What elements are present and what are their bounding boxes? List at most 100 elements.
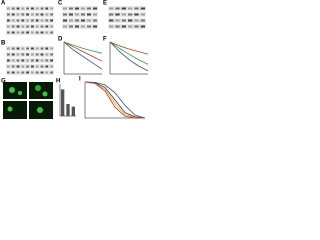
band	[35, 25, 39, 28]
band	[31, 25, 34, 28]
band	[11, 25, 15, 28]
band	[7, 53, 10, 56]
band	[40, 25, 44, 28]
series-line	[109, 41, 149, 65]
band	[7, 31, 10, 34]
band	[115, 25, 120, 28]
band	[35, 71, 39, 74]
blot-strip	[6, 64, 54, 69]
panel-label: I	[79, 77, 81, 83]
series-line	[63, 41, 103, 70]
blot-strip	[6, 70, 54, 75]
panel-label: D	[58, 37, 63, 43]
cell	[18, 91, 22, 95]
band	[140, 13, 145, 16]
band	[63, 19, 67, 22]
band	[121, 25, 126, 28]
band	[50, 31, 53, 34]
band	[7, 13, 10, 16]
band	[7, 25, 10, 28]
band	[21, 53, 25, 56]
band	[121, 19, 126, 22]
band	[11, 19, 15, 22]
band	[21, 31, 25, 34]
band	[16, 19, 20, 22]
band	[16, 65, 20, 68]
cell	[37, 107, 43, 113]
band	[115, 13, 120, 16]
band	[21, 19, 25, 22]
blot-strip	[6, 6, 54, 11]
band	[35, 59, 39, 62]
band	[31, 7, 34, 10]
band	[35, 19, 39, 22]
band	[93, 7, 97, 10]
bar	[66, 104, 70, 116]
band	[31, 53, 34, 56]
band	[93, 19, 97, 22]
band	[26, 71, 29, 74]
band	[50, 65, 53, 68]
band	[115, 19, 120, 22]
blot-strip	[6, 58, 54, 63]
band	[75, 13, 79, 16]
band	[128, 7, 133, 10]
band	[31, 65, 34, 68]
band	[45, 13, 49, 16]
band	[45, 47, 49, 50]
band	[31, 31, 34, 34]
band	[93, 13, 97, 16]
band	[50, 25, 53, 28]
band	[35, 13, 39, 16]
band	[40, 71, 44, 74]
blot-strip	[6, 30, 54, 35]
series-line	[63, 41, 103, 54]
band	[50, 19, 53, 22]
band	[16, 47, 20, 50]
band	[16, 31, 20, 34]
band	[50, 13, 53, 16]
band	[7, 19, 10, 22]
band	[7, 65, 10, 68]
band	[63, 7, 67, 10]
band	[11, 31, 15, 34]
cell	[42, 91, 48, 97]
series-line	[84, 81, 145, 119]
cell	[35, 85, 41, 91]
series-line	[109, 41, 149, 72]
band	[21, 59, 25, 62]
bar	[71, 106, 75, 116]
band	[16, 53, 20, 56]
cell	[7, 106, 13, 112]
panel-label: C	[58, 1, 63, 7]
band	[87, 25, 91, 28]
band	[109, 7, 114, 10]
panel-label: B	[1, 41, 6, 47]
band	[69, 19, 73, 22]
band	[35, 47, 39, 50]
band	[16, 13, 20, 16]
band	[87, 13, 91, 16]
band	[26, 31, 29, 34]
band	[63, 25, 67, 28]
blot-strip	[62, 6, 98, 11]
band	[45, 25, 49, 28]
band	[11, 59, 15, 62]
band	[26, 47, 29, 50]
band	[26, 53, 29, 56]
blot-strip	[108, 6, 146, 11]
axes	[59, 84, 76, 117]
band	[35, 65, 39, 68]
series-line	[63, 41, 103, 62]
blot-strip	[6, 18, 54, 23]
band	[45, 65, 49, 68]
band	[81, 7, 85, 10]
band	[134, 13, 139, 16]
bar	[61, 89, 65, 116]
blots	[6, 6, 146, 75]
band	[35, 31, 39, 34]
axes	[84, 82, 145, 119]
band	[7, 71, 10, 74]
band	[7, 47, 10, 50]
series-line	[84, 81, 146, 119]
